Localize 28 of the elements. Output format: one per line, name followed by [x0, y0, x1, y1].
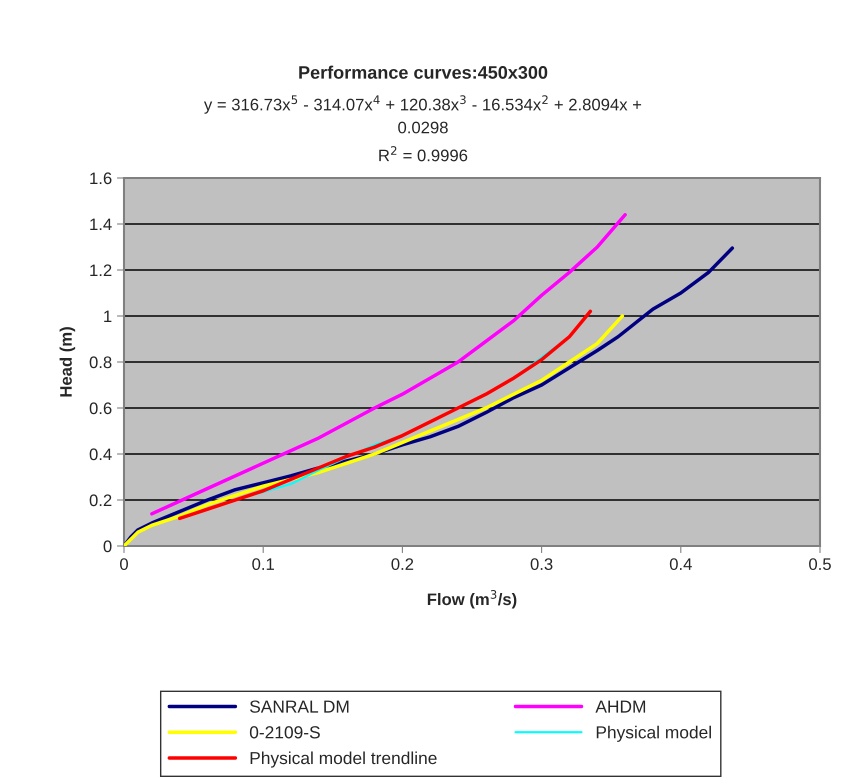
- y-tick-label: 1.6: [90, 172, 112, 184]
- line-series: [150, 213, 627, 516]
- legend-label: Physical model: [596, 726, 711, 742]
- legend-label: Physical model trendline: [250, 751, 437, 768]
- chart-title: Performance curves:450x300: [299, 66, 548, 79]
- text: R$^{2}$ = 0.9996: [379, 146, 468, 162]
- text: y = 316.73x$^{5}$ - 314.07x$^{4}$ + 120.38x$^{3}$ - 16.534x$^{2}$ + 2.8094x + 0.0298: [204, 95, 642, 134]
- legend-label: 0-2109-S: [250, 726, 320, 738]
- y-tick-label: 0.2: [90, 494, 112, 506]
- y-tick-label: 1: [104, 310, 112, 322]
- line-series: [178, 310, 592, 520]
- line-series: [124, 314, 624, 546]
- y-tick-label: 0: [104, 540, 112, 552]
- x-tick-label: 0.5: [809, 558, 831, 570]
- y-tick-label: 0.4: [90, 448, 112, 460]
- x-tick-label: 0.3: [530, 558, 552, 570]
- x-tick-label: 0.2: [391, 558, 414, 570]
- x-tick-label: 0.1: [252, 558, 274, 570]
- legend-label: AHDM: [595, 700, 646, 713]
- legend-label: SANRAL DM: [250, 700, 348, 713]
- y-tick-label: 1.2: [90, 264, 112, 276]
- x-tick-label: 0: [120, 558, 128, 570]
- y-tick-label: 0.6: [90, 402, 112, 414]
- x-tick-label: 0.4: [670, 558, 692, 570]
- y-axis-title: Head (m): [60, 327, 76, 397]
- y-tick-label: 0.8: [90, 356, 112, 368]
- x-axis-title: Flow (m$^{3}$/s): [428, 590, 516, 609]
- y-tick-label: 1.4: [90, 218, 112, 230]
